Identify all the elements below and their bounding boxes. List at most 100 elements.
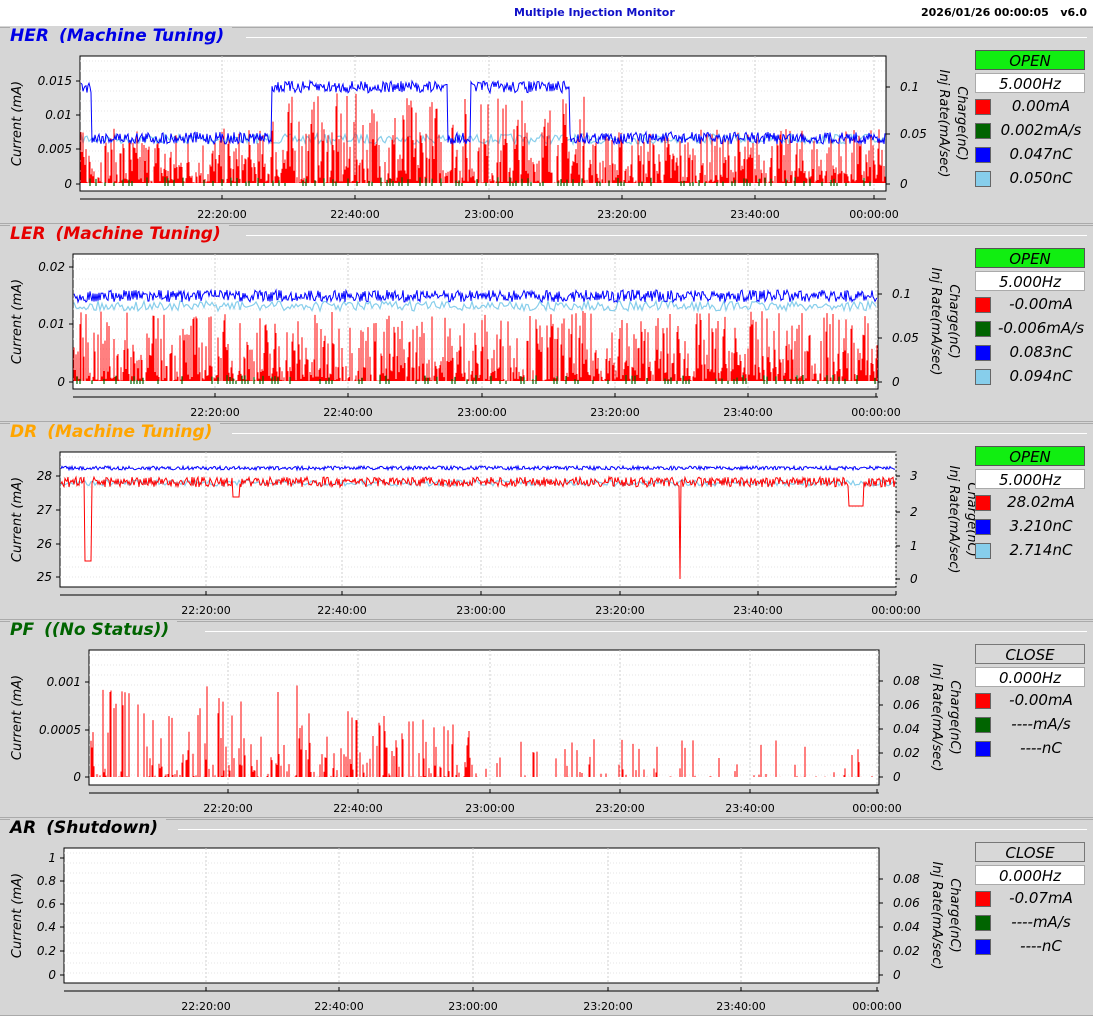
legend: CLOSE 0.000Hz -0.07mA ----mA/s ----nC — [975, 842, 1089, 960]
trace-charge — [80, 79, 886, 146]
x-tick-label: 23:00:00 — [448, 1000, 497, 1013]
legend-swatch — [975, 741, 991, 757]
legend-row: -0.00mA — [975, 294, 1089, 318]
y2-tick-label: 0 — [900, 177, 908, 191]
trace-inj-rate — [89, 177, 871, 186]
legend-row: 0.094nC — [975, 366, 1089, 390]
y-tick-label: 0.8 — [37, 874, 56, 888]
injection-rate-field: 0.000Hz — [975, 865, 1085, 885]
y2-axis-label: Charge(nC) — [954, 86, 969, 160]
legend-value: 0.002mA/s — [1000, 121, 1082, 139]
trace-inj-rate — [76, 375, 876, 384]
x-tick-label: 23:00:00 — [456, 604, 505, 617]
x-tick-label: 22:20:00 — [181, 604, 230, 617]
y2-tick-label: 0.1 — [900, 80, 919, 94]
legend-value: -0.00mA — [1009, 295, 1073, 313]
x-tick-label: 23:20:00 — [595, 802, 644, 815]
legend: OPEN 5.000Hz 28.02mA 3.210nC 2.714nC — [975, 446, 1089, 564]
beam-gate-status-button[interactable]: CLOSE — [975, 644, 1085, 664]
legend-swatch — [975, 171, 991, 187]
plot-pf: 0 0.0005 0.001 0 0.02 0.04 0.06 0.08 22:20:00 22:… — [10, 649, 962, 815]
y2-tick-label: 0 — [910, 572, 918, 586]
y2-tick-label: 0.08 — [893, 674, 920, 688]
legend-row: ----nC — [975, 936, 1089, 960]
ring-name: DR — [10, 422, 38, 442]
y2-axis-label: Inj Rate(mA/sec) — [929, 664, 944, 772]
y2-tick-label: 0.1 — [892, 287, 911, 301]
plot-her: 0 0.005 0.01 0.015 0 0.05 0.1 22:20:00 22:40:00 2… — [10, 55, 969, 221]
legend-value: 28.02mA — [1007, 493, 1075, 511]
y2-tick-label: 0.04 — [893, 722, 920, 736]
panel-ler: LER (Machine Tuning) OPEN 5.000Hz -0.00mA -0.… — [0, 224, 1093, 422]
ring-name: LER — [10, 224, 46, 244]
y2-tick-label: 0.05 — [892, 331, 919, 345]
beam-gate-status-button[interactable]: OPEN — [975, 248, 1085, 268]
x-tick-label: 23:20:00 — [590, 406, 639, 419]
y-tick-label: 0 — [57, 375, 65, 389]
ring-status: (Machine Tuning) — [47, 422, 213, 442]
y2-tick-label: 3 — [910, 469, 918, 483]
x-tick-label: 00:00:00 — [852, 802, 901, 815]
beam-gate-status-button[interactable]: OPEN — [975, 446, 1085, 466]
y2-tick-label: 0.02 — [893, 746, 920, 760]
x-tick-label: 22:20:00 — [197, 208, 246, 221]
ring-name: PF — [10, 620, 35, 640]
x-tick-label: 22:20:00 — [190, 406, 239, 419]
plot-area — [63, 847, 880, 984]
legend-row: 28.02mA — [975, 492, 1089, 516]
beam-gate-status-button[interactable]: OPEN — [975, 50, 1085, 70]
x-tick-label: 22:20:00 — [181, 1000, 230, 1013]
x-tick-label: 23:00:00 — [465, 802, 514, 815]
ring-name: AR — [10, 818, 37, 838]
ring-name: HER — [10, 26, 49, 46]
x-tick-label: 23:40:00 — [716, 1000, 765, 1013]
y-tick-label: 0 — [64, 177, 72, 191]
y2-axis-label: Inj Rate(mA/sec) — [929, 862, 944, 970]
legend-swatch — [975, 345, 991, 361]
beam-gate-status-button[interactable]: CLOSE — [975, 842, 1085, 862]
y2-axis-label: Inj Rate(mA/sec) — [946, 466, 961, 574]
legend: OPEN 5.000Hz -0.00mA -0.006mA/s 0.083nC 0.094… — [975, 248, 1089, 390]
trace-charge-light — [73, 298, 877, 314]
injection-rate-field: 0.000Hz — [975, 667, 1085, 687]
legend-row: 0.047nC — [975, 144, 1089, 168]
y-axis-label: Current (mA) — [10, 477, 25, 562]
legend: CLOSE 0.000Hz -0.00mA ----mA/s ----nC — [975, 644, 1089, 762]
plot-area — [59, 451, 897, 588]
plot-dr: 25 26 27 28 0 1 2 3 22:20:00 22:40:00 23:00:00 23:2… — [10, 451, 975, 617]
injection-rate-field: 5.000Hz — [975, 469, 1085, 489]
y-tick-label: 28 — [37, 469, 53, 483]
timestamp: 2026/01/26 00:00:05 — [921, 6, 1049, 19]
ring-status: ((No Status)) — [44, 620, 170, 640]
y2-tick-label: 1 — [910, 539, 918, 553]
y-axis-label: Current (mA) — [10, 675, 25, 760]
legend-swatch — [975, 939, 991, 955]
panel-title: LER (Machine Tuning) — [10, 224, 229, 244]
legend-row: 3.210nC — [975, 516, 1089, 540]
trace-current — [90, 685, 873, 777]
legend-row: -0.006mA/s — [975, 318, 1089, 342]
title-rule — [246, 235, 1087, 236]
x-tick-label: 00:00:00 — [849, 208, 898, 221]
y2-axis-label: Charge(nC) — [947, 680, 962, 754]
legend-value: 0.047nC — [1009, 145, 1073, 163]
legend-value: -0.07mA — [1009, 889, 1073, 907]
legend-value: ----mA/s — [1011, 715, 1071, 733]
trace-charge — [73, 288, 878, 304]
legend-row: 0.050nC — [975, 168, 1089, 192]
trace-charge — [60, 464, 896, 472]
x-tick-label: 22:40:00 — [330, 208, 379, 221]
title-rule — [205, 631, 1087, 632]
legend-swatch — [975, 915, 991, 931]
x-tick-label: 22:20:00 — [203, 802, 252, 815]
x-tick-label: 22:40:00 — [314, 1000, 363, 1013]
x-tick-label: 00:00:00 — [852, 1000, 901, 1013]
app-title: Multiple Injection Monitor — [514, 6, 675, 19]
trace-current — [60, 475, 896, 580]
legend-swatch — [975, 369, 991, 385]
trace-current — [80, 93, 886, 183]
x-tick-label: 22:40:00 — [317, 604, 366, 617]
legend-value: ----nC — [1020, 937, 1062, 955]
x-tick-label: 23:20:00 — [583, 1000, 632, 1013]
y2-tick-label: 2 — [910, 505, 918, 519]
